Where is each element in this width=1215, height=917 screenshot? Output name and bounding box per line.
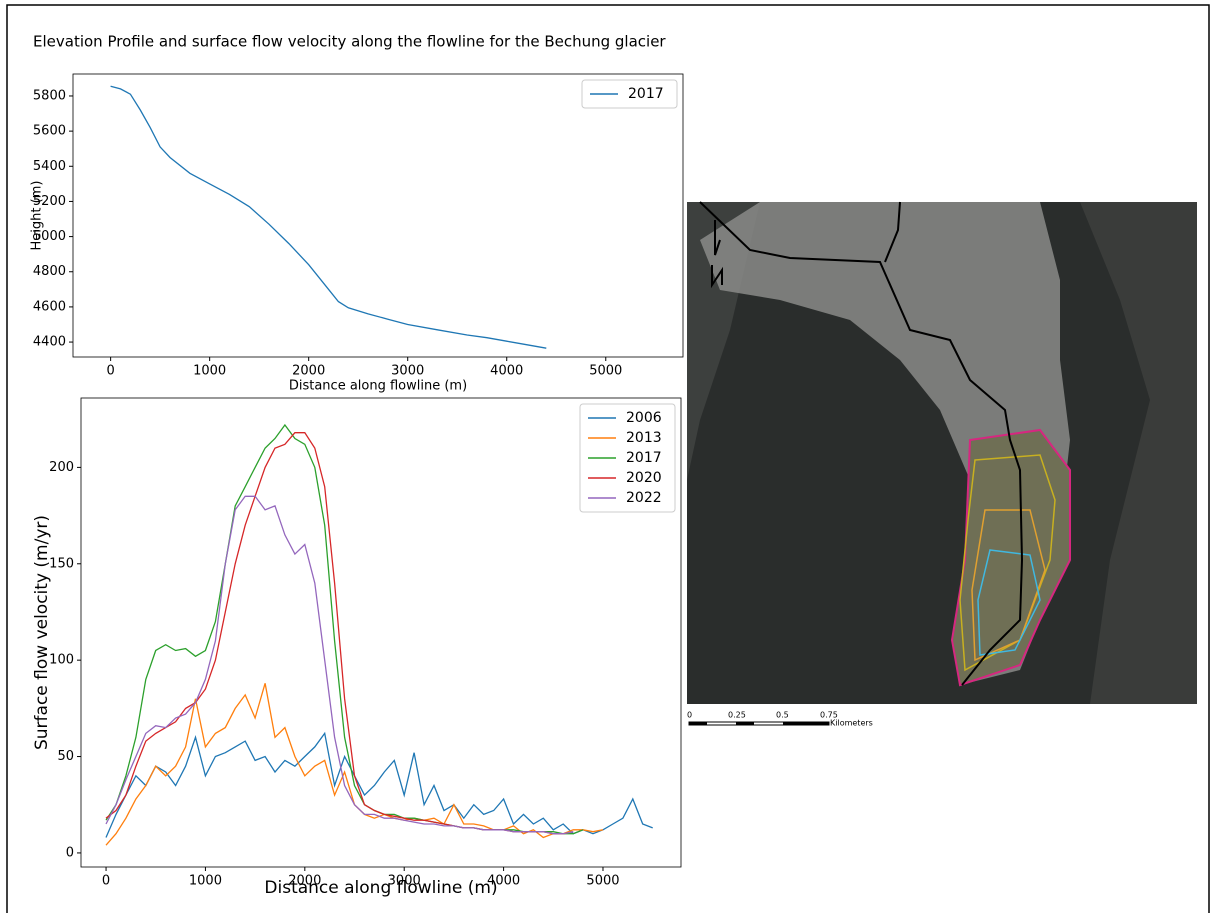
- legend-label: 2017: [628, 86, 664, 102]
- y-axis-label: Surface flow velocity (m/yr): [32, 515, 52, 750]
- y-tick-label: 4800: [33, 264, 66, 279]
- scale-label: 0: [687, 711, 692, 720]
- scale-bar: [736, 722, 754, 725]
- page: Elevation Profile and surface flow veloc…: [0, 0, 1215, 913]
- y-axis-label: Height (m): [30, 181, 45, 251]
- scale-unit: Kilometers: [830, 719, 873, 728]
- x-tick-label: 1000: [193, 364, 226, 379]
- y-tick-label: 4600: [33, 299, 66, 314]
- plot-area: [73, 74, 683, 357]
- x-tick-label: 5000: [586, 874, 619, 889]
- y-tick-label: 100: [49, 653, 74, 668]
- legend-label: 2013: [626, 430, 662, 446]
- page-title: Elevation Profile and surface flow veloc…: [33, 33, 666, 51]
- y-tick-label: 200: [49, 460, 74, 475]
- y-tick-label: 4400: [33, 335, 66, 350]
- y-tick-label: 5800: [33, 88, 66, 103]
- y-tick-label: 0: [66, 845, 74, 860]
- legend-label: 2006: [626, 410, 662, 426]
- x-tick-label: 3000: [391, 364, 424, 379]
- scale-bar: [783, 722, 829, 725]
- x-axis-label: Distance along flowline (m): [264, 878, 497, 898]
- y-tick-label: 150: [49, 556, 74, 571]
- scale-bar: [689, 722, 707, 725]
- x-tick-label: 4000: [490, 364, 523, 379]
- map: 0 0.25 0.5 0.75 Kilometers: [687, 202, 1197, 728]
- x-axis-label: Distance along flowline (m): [289, 379, 467, 394]
- legend-label: 2022: [626, 490, 662, 506]
- x-tick-label: 5000: [589, 364, 622, 379]
- y-tick-label: 50: [57, 749, 74, 764]
- x-tick-label: 0: [106, 364, 114, 379]
- scale-label: 0.5: [776, 711, 789, 720]
- y-tick-label: 5400: [33, 159, 66, 174]
- legend-label: 2017: [626, 450, 662, 466]
- x-tick-label: 2000: [292, 364, 325, 379]
- legend-label: 2020: [626, 470, 662, 486]
- scale-label: 0.25: [728, 711, 746, 720]
- y-tick-label: 5600: [33, 124, 66, 139]
- x-tick-label: 1000: [189, 874, 222, 889]
- x-tick-label: 0: [102, 874, 110, 889]
